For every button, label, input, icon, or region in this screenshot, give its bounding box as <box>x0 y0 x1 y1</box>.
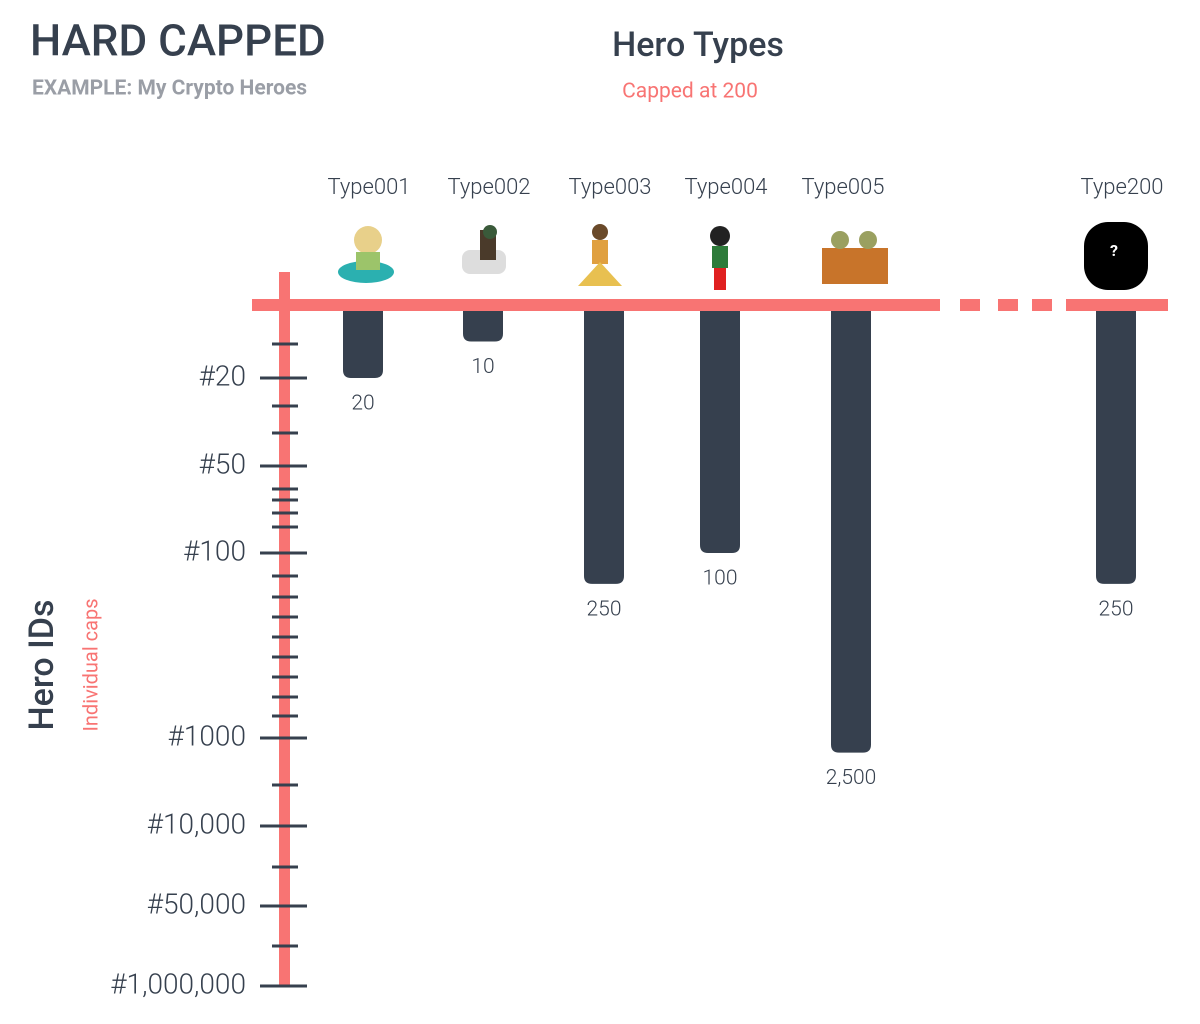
value-label: 10 <box>471 355 494 379</box>
value-label: 2,500 <box>826 766 877 790</box>
sprite <box>462 225 506 274</box>
sprite <box>710 226 730 290</box>
y-axis <box>279 272 290 986</box>
value-label: 250 <box>587 597 622 621</box>
bar <box>343 311 383 378</box>
sprite <box>822 231 888 284</box>
value-label: 20 <box>351 392 374 416</box>
y-tick-label: #1000 <box>168 719 246 752</box>
x-tick-label: Type004 <box>684 175 767 200</box>
chart-title: Hero Types <box>612 25 784 65</box>
y-tick-label: #100 <box>183 534 246 567</box>
sprite <box>338 226 394 283</box>
cap-line-dash <box>998 299 1018 311</box>
sprite <box>1084 222 1148 290</box>
y-tick-label: #50 <box>199 447 246 480</box>
x-tick-label: Type003 <box>568 175 651 200</box>
x-tick-label: Type001 <box>327 175 410 200</box>
y-axis-sublabel: Individual caps <box>78 598 102 731</box>
y-axis-label: Hero IDs <box>22 600 62 731</box>
bar <box>1096 311 1136 584</box>
y-tick-label: #50,000 <box>147 887 246 920</box>
y-tick-label: #10,000 <box>147 807 246 840</box>
x-tick-label: Type005 <box>801 175 884 200</box>
chart-subtitle: Capped at 200 <box>622 80 758 104</box>
value-label: 250 <box>1099 597 1134 621</box>
sprite <box>578 224 622 286</box>
value-label: 100 <box>703 567 738 591</box>
page-subtitle: EXAMPLE: My Crypto Heroes <box>32 77 307 101</box>
hero-sprites <box>338 222 1148 290</box>
bar <box>700 311 740 553</box>
y-tick-label: #1,000,000 <box>110 967 246 1000</box>
cap-line-dash <box>960 299 980 311</box>
x-tick-label: Type002 <box>447 175 530 200</box>
bar <box>584 311 624 584</box>
bar <box>831 311 871 753</box>
cap-line-dash <box>1032 299 1052 311</box>
bar <box>463 311 503 342</box>
cap-line <box>1066 299 1168 311</box>
placeholder-mark: ? <box>1110 241 1118 260</box>
page-title: HARD CAPPED <box>30 15 326 67</box>
cap-line <box>252 299 940 311</box>
x-tick-label: Type200 <box>1080 175 1163 200</box>
y-tick-label: #20 <box>199 359 246 392</box>
